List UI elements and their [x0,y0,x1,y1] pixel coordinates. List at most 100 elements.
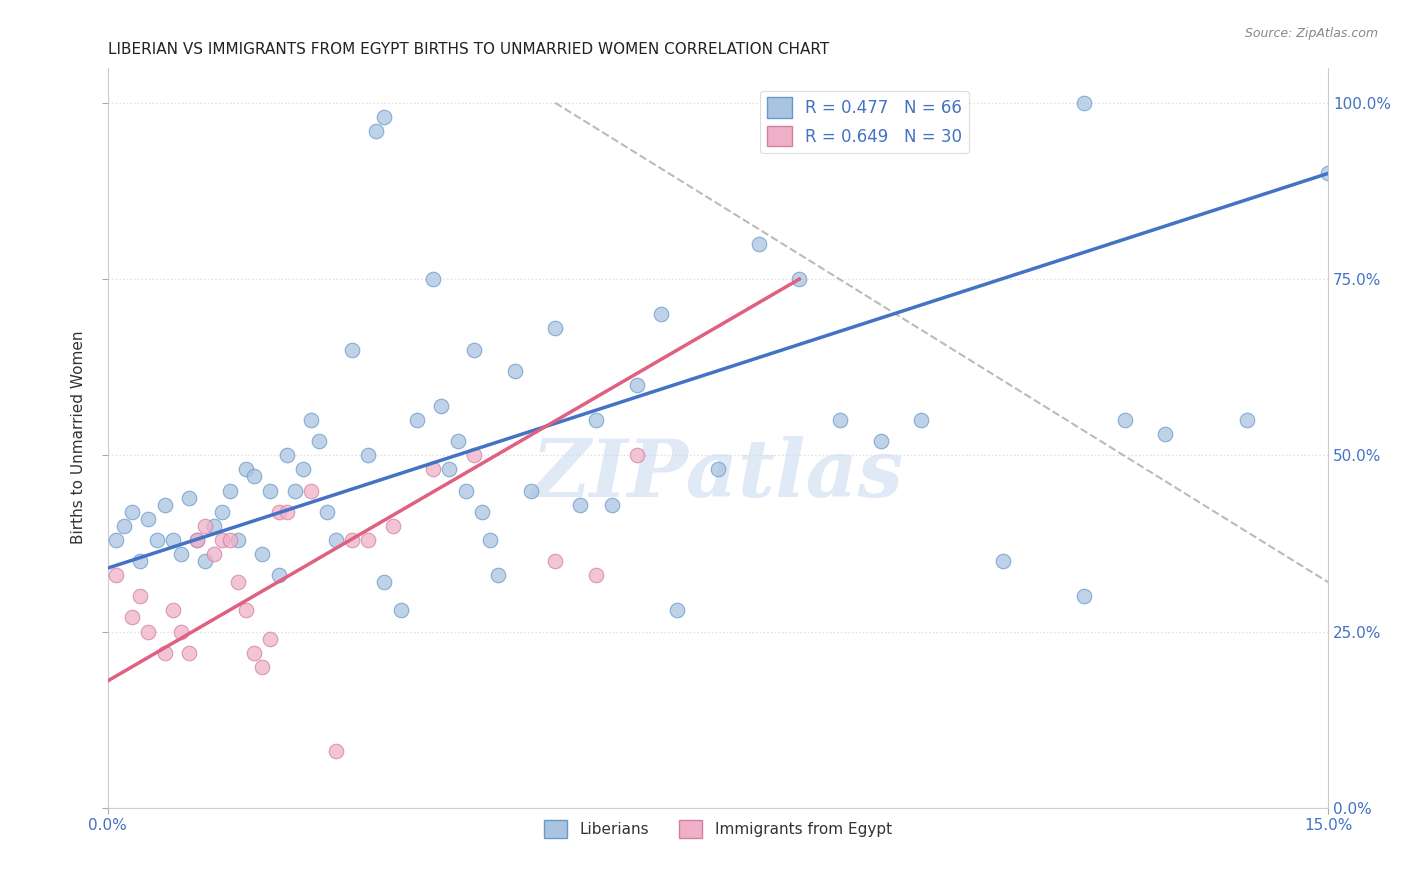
Point [454,483,477,498]
Point [153,646,176,660]
Point [340,343,363,357]
Point [325,744,347,758]
Point [218,483,240,498]
Point [153,498,176,512]
Point [284,483,307,498]
Point [430,399,453,413]
Point [389,603,412,617]
Legend: Liberians, Immigrants from Egypt: Liberians, Immigrants from Egypt [538,814,898,845]
Point [707,462,730,476]
Point [789,272,811,286]
Point [373,575,395,590]
Point [1073,589,1095,603]
Point [308,434,330,449]
Point [1114,413,1136,427]
Point [129,554,152,568]
Point [585,568,607,582]
Point [910,413,932,427]
Point [138,512,160,526]
Point [650,307,672,321]
Point [748,236,770,251]
Point [252,660,274,674]
Point [869,434,891,449]
Point [422,272,444,286]
Point [104,533,127,547]
Point [202,518,225,533]
Point [626,377,648,392]
Point [202,547,225,561]
Point [422,462,444,476]
Point [138,624,160,639]
Point [186,533,208,547]
Point [373,110,395,124]
Point [276,505,298,519]
Text: Source: ZipAtlas.com: Source: ZipAtlas.com [1244,27,1378,40]
Point [486,568,509,582]
Point [471,505,494,519]
Point [179,491,201,505]
Point [252,547,274,561]
Point [243,646,266,660]
Point [600,498,623,512]
Point [357,533,380,547]
Point [299,483,322,498]
Text: ZIPatlas: ZIPatlas [531,436,904,514]
Point [828,413,851,427]
Point [292,462,315,476]
Point [585,413,607,427]
Point [568,498,591,512]
Point [357,448,380,462]
Point [179,646,201,660]
Point [626,448,648,462]
Point [211,505,233,519]
Point [194,554,217,568]
Point [366,124,388,138]
Point [316,505,339,519]
Point [463,343,485,357]
Point [1317,166,1340,180]
Point [145,533,167,547]
Point [276,448,298,462]
Point [170,547,193,561]
Text: LIBERIAN VS IMMIGRANTS FROM EGYPT BIRTHS TO UNMARRIED WOMEN CORRELATION CHART: LIBERIAN VS IMMIGRANTS FROM EGYPT BIRTHS… [108,42,830,57]
Point [211,533,233,547]
Point [544,554,567,568]
Point [991,554,1014,568]
Point [666,603,689,617]
Point [503,364,526,378]
Point [121,610,143,624]
Point [544,321,567,335]
Point [226,575,249,590]
Point [162,533,184,547]
Point [186,533,208,547]
Point [1154,427,1177,442]
Point [104,568,127,582]
Point [121,505,143,519]
Point [194,518,217,533]
Point [479,533,502,547]
Point [259,632,281,646]
Point [226,533,249,547]
Point [129,589,152,603]
Point [463,448,485,462]
Point [406,413,429,427]
Y-axis label: Births to Unmarried Women: Births to Unmarried Women [72,331,86,544]
Point [259,483,281,498]
Point [267,505,290,519]
Point [243,469,266,483]
Point [439,462,461,476]
Point [112,518,135,533]
Point [299,413,322,427]
Point [446,434,468,449]
Point [520,483,543,498]
Point [340,533,363,547]
Point [1073,95,1095,110]
Point [267,568,290,582]
Point [235,603,257,617]
Point [381,518,404,533]
Point [325,533,347,547]
Point [1236,413,1258,427]
Point [170,624,193,639]
Point [162,603,184,617]
Point [218,533,240,547]
